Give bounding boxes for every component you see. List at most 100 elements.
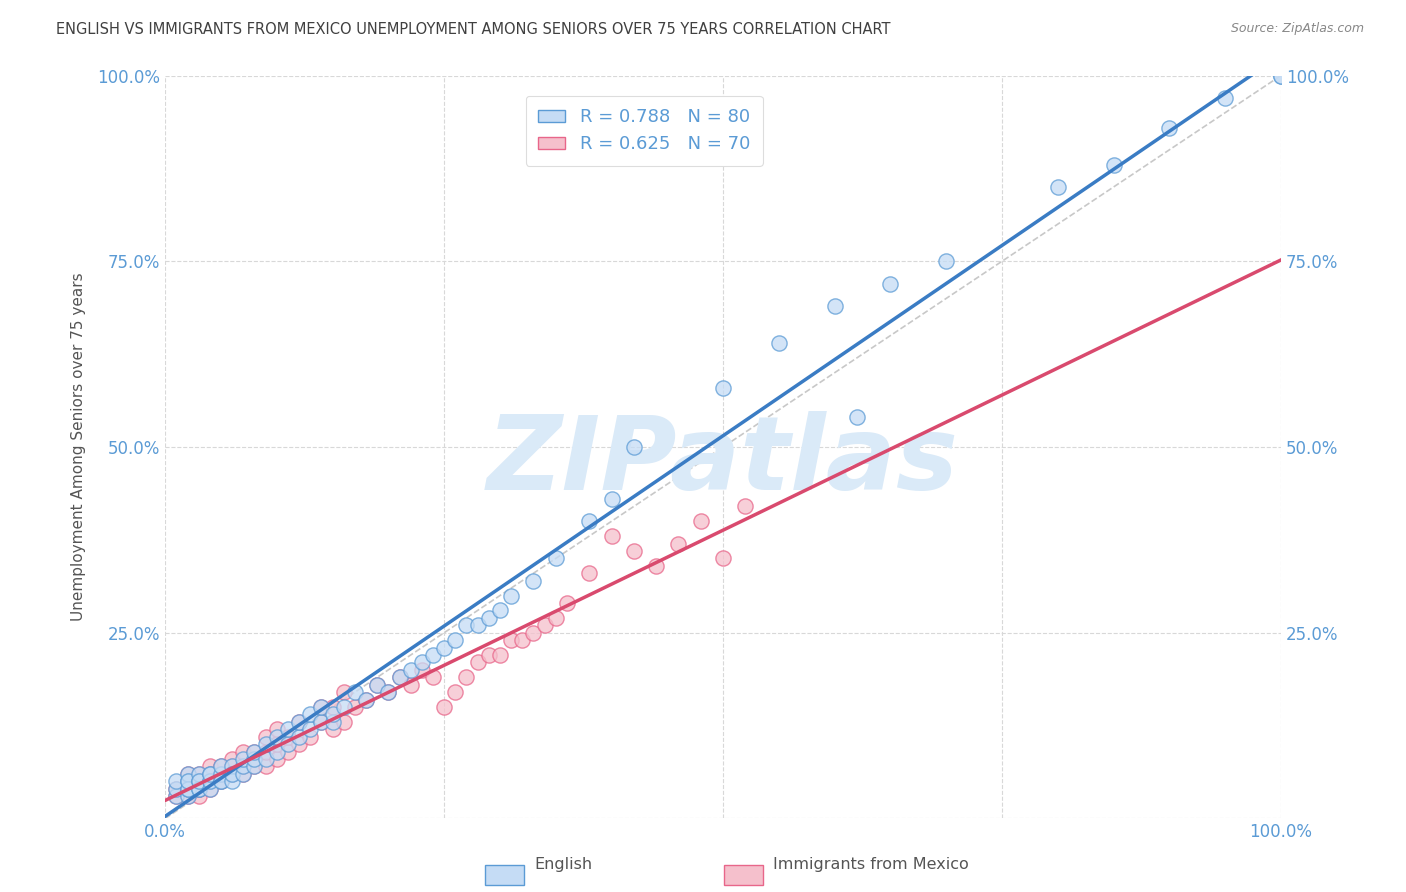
Point	[399, 663, 422, 677]
Point	[311, 700, 333, 714]
Point	[354, 692, 377, 706]
Point	[187, 767, 209, 781]
Point	[332, 700, 354, 714]
Point	[176, 767, 198, 781]
Point	[533, 618, 555, 632]
Point	[544, 611, 567, 625]
Point	[221, 759, 243, 773]
Point	[232, 767, 254, 781]
Point	[232, 767, 254, 781]
Point	[935, 254, 957, 268]
Point	[411, 663, 433, 677]
Point	[187, 774, 209, 789]
Point	[198, 781, 221, 796]
Point	[176, 781, 198, 796]
Point	[266, 723, 288, 737]
Point	[221, 767, 243, 781]
Point	[377, 685, 399, 699]
Point	[1270, 69, 1292, 83]
Point	[198, 767, 221, 781]
Point	[288, 730, 311, 744]
Point	[254, 737, 277, 751]
Point	[1213, 91, 1236, 105]
Point	[444, 633, 467, 648]
Point	[489, 648, 512, 662]
Point	[221, 759, 243, 773]
Point	[1270, 69, 1292, 83]
Point	[165, 781, 187, 796]
Point	[209, 767, 232, 781]
Point	[422, 648, 444, 662]
Point	[1102, 158, 1125, 172]
Point	[209, 774, 232, 789]
Text: English: English	[534, 857, 592, 872]
Point	[377, 685, 399, 699]
Point	[209, 774, 232, 789]
Point	[322, 700, 344, 714]
Point	[399, 678, 422, 692]
Point	[187, 781, 209, 796]
Point	[187, 774, 209, 789]
Point	[456, 618, 478, 632]
Point	[522, 625, 544, 640]
Point	[277, 737, 299, 751]
Point	[623, 440, 645, 454]
Text: Immigrants from Mexico: Immigrants from Mexico	[773, 857, 969, 872]
Point	[288, 737, 311, 751]
Point	[433, 700, 456, 714]
Point	[221, 767, 243, 781]
Point	[209, 759, 232, 773]
Point	[1159, 120, 1181, 135]
Point	[266, 745, 288, 759]
Point	[187, 767, 209, 781]
Point	[366, 678, 388, 692]
Point	[343, 685, 366, 699]
Point	[689, 514, 711, 528]
Point	[176, 774, 198, 789]
Point	[176, 774, 198, 789]
Point	[623, 544, 645, 558]
Point	[187, 781, 209, 796]
Point	[711, 380, 734, 394]
Point	[322, 714, 344, 729]
Point	[544, 551, 567, 566]
Point	[165, 789, 187, 804]
Point	[254, 759, 277, 773]
Point	[221, 774, 243, 789]
Point	[388, 670, 411, 684]
Point	[176, 789, 198, 804]
Point	[221, 752, 243, 766]
Point	[311, 714, 333, 729]
Text: ZIPatlas: ZIPatlas	[486, 411, 959, 512]
Point	[501, 589, 523, 603]
Point	[299, 707, 322, 722]
Point	[311, 714, 333, 729]
Point	[176, 781, 198, 796]
Point	[232, 759, 254, 773]
Point	[243, 745, 266, 759]
Point	[187, 774, 209, 789]
Point	[198, 774, 221, 789]
Point	[232, 759, 254, 773]
Point	[578, 514, 600, 528]
Point	[198, 767, 221, 781]
Point	[288, 714, 311, 729]
Point	[1046, 180, 1069, 194]
Point	[198, 774, 221, 789]
Point	[522, 574, 544, 588]
Point	[165, 789, 187, 804]
Point	[467, 656, 489, 670]
Point	[768, 336, 790, 351]
Point	[165, 781, 187, 796]
Point	[176, 789, 198, 804]
Point	[299, 730, 322, 744]
Point	[846, 410, 869, 425]
Point	[578, 566, 600, 581]
Point	[187, 789, 209, 804]
Point	[322, 707, 344, 722]
Point	[322, 723, 344, 737]
Point	[711, 551, 734, 566]
Point	[187, 781, 209, 796]
Point	[198, 759, 221, 773]
Point	[221, 767, 243, 781]
